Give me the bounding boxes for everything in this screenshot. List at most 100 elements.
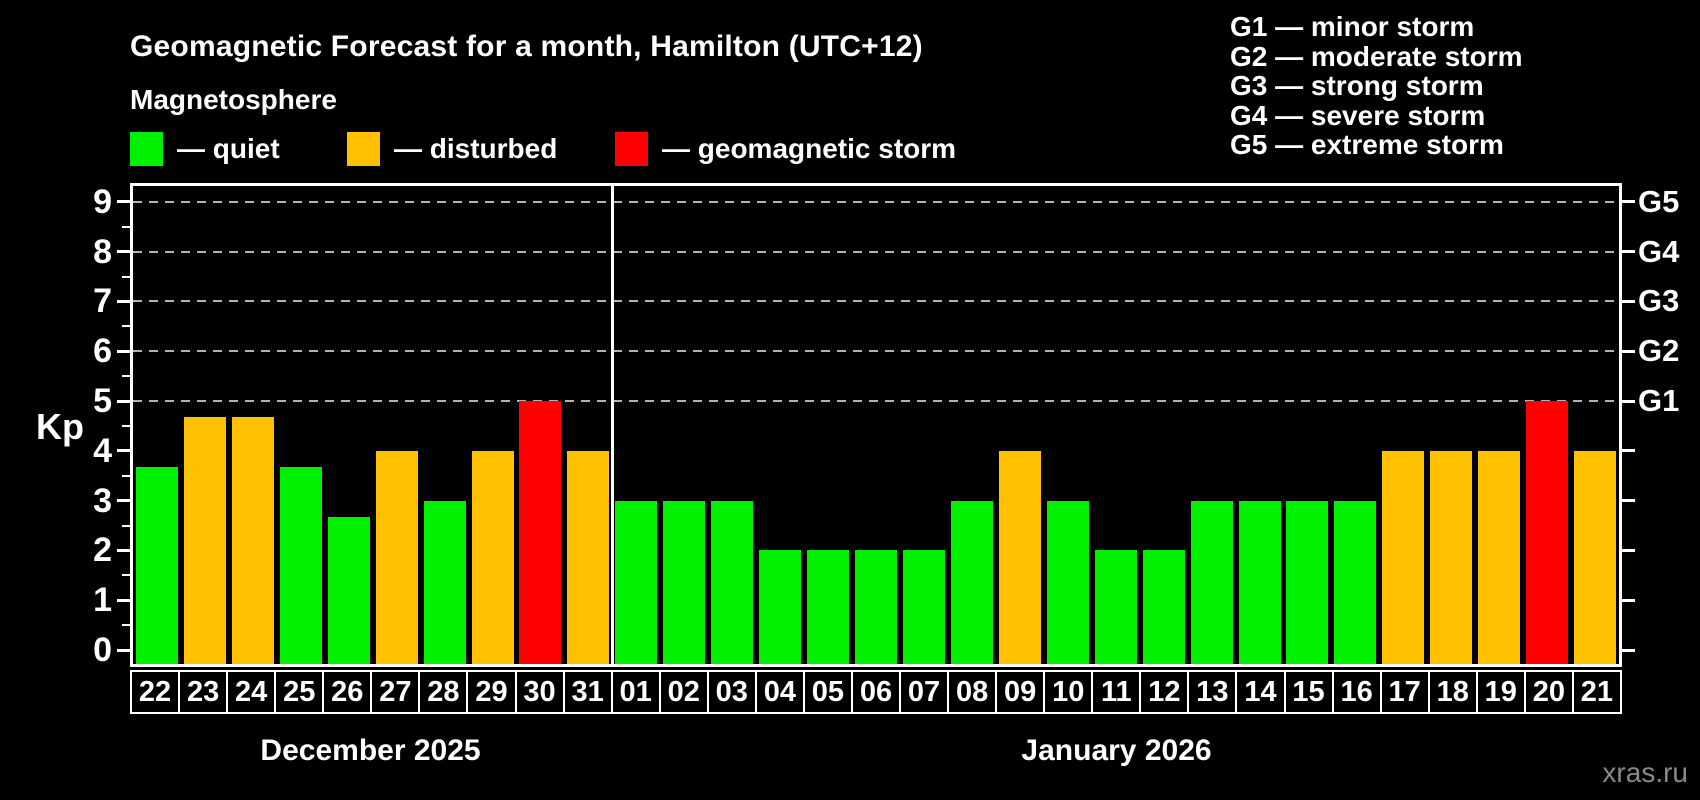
day-slot-10 <box>1044 186 1092 664</box>
day-slot-20 <box>1523 186 1571 664</box>
day-cell-12: 12 <box>1139 670 1190 714</box>
kp-bar-04 <box>759 550 802 664</box>
day-slot-25 <box>277 186 325 664</box>
g-axis-label-G3: G3 <box>1638 283 1680 319</box>
day-cell-31: 31 <box>562 670 613 714</box>
gridline-kp5 <box>133 400 1619 402</box>
chart-subtitle: Magnetosphere <box>130 84 337 115</box>
month-divider <box>610 186 614 664</box>
g-legend-line: G4 — severe storm <box>1230 99 1486 131</box>
day-cell-17: 17 <box>1379 670 1430 714</box>
day-slot-29 <box>469 186 517 664</box>
y-tick-minor <box>122 275 130 278</box>
y-tick-right-7 <box>1622 299 1635 303</box>
plot-area <box>130 183 1622 667</box>
y-tick-label-0: 0 <box>93 631 112 669</box>
gridline-kp8 <box>133 250 1619 253</box>
day-slot-17 <box>1379 186 1427 664</box>
day-cell-08: 08 <box>947 670 998 714</box>
bars-layer <box>133 186 1619 664</box>
day-slot-16 <box>1331 186 1379 664</box>
y-tick-left-4 <box>117 449 130 453</box>
disturbed-swatch <box>347 132 380 166</box>
y-tick-label-9: 9 <box>93 182 112 221</box>
y-tick-left-7 <box>117 299 130 303</box>
kp-bar-18 <box>1430 450 1473 664</box>
legend-label: — disturbed <box>394 133 558 164</box>
kp-bar-02 <box>663 500 706 664</box>
kp-bar-27 <box>375 450 418 664</box>
y-tick-minor <box>122 524 130 527</box>
g-legend-line: G3 — strong storm <box>1230 70 1484 101</box>
kp-bar-23 <box>183 417 226 664</box>
kp-bar-14 <box>1238 500 1281 664</box>
kp-bar-01 <box>615 500 658 664</box>
y-tick-right-1 <box>1622 598 1635 602</box>
kp-bar-13 <box>1190 500 1233 664</box>
kp-bar-09 <box>998 450 1041 664</box>
month-label-december: December 2025 <box>260 734 481 767</box>
day-cell-18: 18 <box>1427 670 1478 714</box>
day-slot-14 <box>1236 186 1284 664</box>
y-tick-label-3: 3 <box>93 481 112 520</box>
legend-item-quiet: — quiet <box>130 131 280 167</box>
y-tick-left-2 <box>117 548 130 552</box>
day-cell-23: 23 <box>178 670 229 714</box>
day-slot-22 <box>133 186 181 664</box>
day-cell-09: 09 <box>995 670 1046 714</box>
y-tick-left-9 <box>117 200 130 204</box>
kp-bar-31 <box>567 450 610 664</box>
y-tick-minor <box>122 325 130 328</box>
day-slot-01 <box>612 186 660 664</box>
y-tick-left-6 <box>117 349 130 353</box>
day-slot-07 <box>900 186 948 664</box>
day-cell-29: 29 <box>466 670 517 714</box>
y-tick-label-1: 1 <box>93 581 112 620</box>
legend-item-storm: — geomagnetic storm <box>615 131 956 167</box>
day-cell-28: 28 <box>418 670 469 714</box>
kp-bar-30 <box>519 401 562 664</box>
day-slot-24 <box>229 186 277 664</box>
g-scale-legend: G1 — minor storm G2 — moderate storm G3 … <box>1230 12 1523 160</box>
kp-bar-06 <box>855 550 898 664</box>
page-title: Geomagnetic Forecast for a month, Hamilt… <box>130 30 923 63</box>
storm-swatch <box>615 132 648 166</box>
kp-bar-20 <box>1526 401 1569 664</box>
day-slot-11 <box>1092 186 1140 664</box>
y-tick-left-1 <box>117 598 130 602</box>
day-cell-07: 07 <box>899 670 950 714</box>
kp-bar-05 <box>807 550 850 664</box>
y-tick-right-4 <box>1622 449 1635 453</box>
day-cell-13: 13 <box>1187 670 1238 714</box>
y-tick-right-8 <box>1622 250 1635 254</box>
month-label-january: January 2026 <box>1021 734 1212 767</box>
y-tick-label-2: 2 <box>93 531 112 570</box>
day-cell-14: 14 <box>1235 670 1286 714</box>
plot-inner <box>133 186 1619 664</box>
day-cell-16: 16 <box>1331 670 1382 714</box>
day-slot-15 <box>1284 186 1332 664</box>
kp-bar-26 <box>327 517 370 664</box>
day-cell-30: 30 <box>514 670 565 714</box>
day-cell-05: 05 <box>802 670 853 714</box>
day-cell-03: 03 <box>706 670 757 714</box>
kp-bar-15 <box>1286 500 1329 664</box>
day-slot-23 <box>181 186 229 664</box>
legend-item-disturbed: — disturbed <box>347 131 557 167</box>
kp-bar-16 <box>1334 500 1377 664</box>
day-cell-26: 26 <box>322 670 373 714</box>
day-cell-24: 24 <box>226 670 277 714</box>
gridline-kp6 <box>133 350 1619 353</box>
kp-bar-17 <box>1382 450 1425 664</box>
gridline-kp7 <box>133 300 1619 303</box>
kp-bar-25 <box>279 467 322 664</box>
day-slot-09 <box>996 186 1044 664</box>
day-slot-27 <box>373 186 421 664</box>
day-slot-21 <box>1571 186 1619 664</box>
kp-bar-08 <box>950 500 993 664</box>
day-slot-31 <box>564 186 612 664</box>
y-tick-minor <box>122 574 130 577</box>
day-slot-06 <box>852 186 900 664</box>
watermark: xras.ru <box>1602 757 1688 788</box>
kp-bar-11 <box>1094 550 1137 664</box>
